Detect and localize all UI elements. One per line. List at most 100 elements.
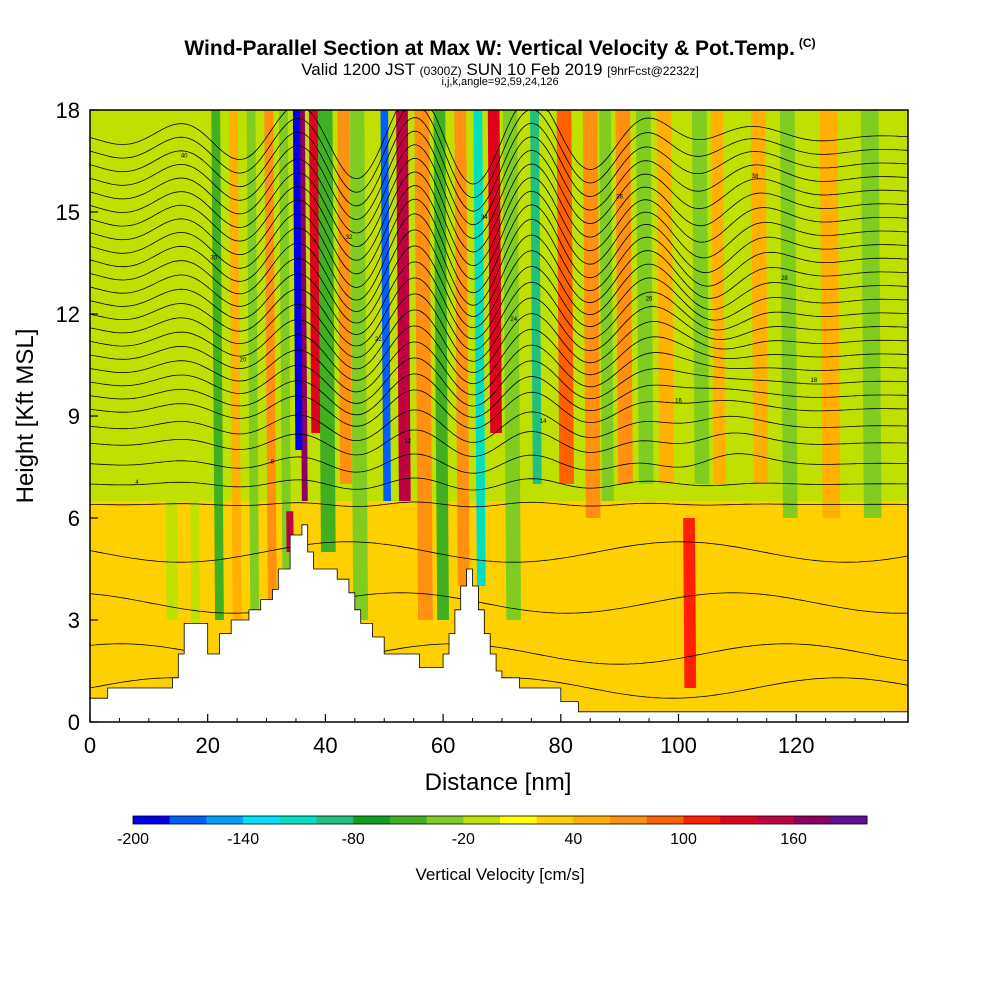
colorbar-tick-label: 100 bbox=[670, 831, 697, 848]
theta-contour-7 bbox=[90, 429, 908, 457]
theta-contour-15 bbox=[90, 293, 908, 362]
colorbar-swatch bbox=[646, 816, 684, 824]
theta-contour-17 bbox=[90, 261, 908, 340]
colorbar-swatch bbox=[536, 816, 574, 824]
theta-contour-21 bbox=[90, 198, 908, 294]
theta-contour-29 bbox=[90, 110, 908, 185]
theta-contour-label: 30 bbox=[210, 256, 217, 262]
x-tick-label: 80 bbox=[549, 733, 573, 758]
colorbar-swatch bbox=[610, 816, 648, 824]
velocity-band-33 bbox=[278, 110, 292, 620]
colorbar-swatch bbox=[243, 816, 281, 824]
colorbar: -200 -140 -80 -20 40 100 160 bbox=[117, 815, 868, 848]
theta-contour-label: 32 bbox=[346, 235, 353, 241]
velocity-band-6 bbox=[380, 110, 392, 501]
colorbar-tick-label: 160 bbox=[780, 831, 807, 848]
theta-contour-22 bbox=[90, 185, 908, 280]
theta-contour-2 bbox=[90, 592, 908, 614]
theta-contour-13 bbox=[90, 325, 908, 385]
colorbar-swatch bbox=[426, 816, 464, 824]
theta-contour-label: 40 bbox=[181, 154, 188, 160]
grid-info: i,j,k,angle=92,59,24,126 bbox=[441, 76, 559, 88]
theta-contour-5 bbox=[90, 477, 908, 491]
velocity-band-29 bbox=[211, 110, 224, 620]
theta-contours: 4 8 12 14 16 18 20 22 24 26 28 30 32 34 36 38 40 bbox=[90, 110, 908, 699]
theta-contour-25 bbox=[90, 144, 908, 239]
forecast-info: [9hrFcst@2232z] bbox=[607, 64, 699, 78]
x-tick-label: 120 bbox=[778, 733, 815, 758]
theta-contour-6 bbox=[90, 453, 908, 474]
chart-subtitle: Valid 1200 JST (0300Z) SUN 10 Feb 2019 [… bbox=[0, 60, 1000, 80]
colorbar-tick-label: -20 bbox=[452, 831, 475, 848]
x-tick-label: 60 bbox=[431, 733, 455, 758]
theta-contour-label: 28 bbox=[781, 276, 788, 282]
theta-contour-24 bbox=[90, 157, 908, 253]
velocity-band-21 bbox=[683, 518, 697, 688]
velocity-band-15 bbox=[556, 110, 575, 484]
theta-contour-11 bbox=[90, 357, 908, 407]
colorbar-swatch bbox=[463, 816, 501, 824]
y-tick-label: 18 bbox=[56, 98, 80, 123]
theta-contour-4 bbox=[90, 501, 908, 508]
copyright-mark: (C) bbox=[798, 36, 816, 50]
theta-contour-8 bbox=[90, 409, 908, 443]
colorbar-swatch bbox=[353, 816, 391, 824]
theta-contour-label: 4 bbox=[135, 480, 139, 486]
colorbar-swatch bbox=[500, 816, 538, 824]
y-tick-label: 0 bbox=[68, 710, 80, 735]
theta-contour-3 bbox=[90, 541, 908, 563]
colorbar-swatch bbox=[316, 816, 354, 824]
velocity-band-25 bbox=[750, 110, 769, 484]
y-tick-label: 6 bbox=[68, 506, 80, 531]
colorbar-frame bbox=[132, 815, 868, 825]
theta-contour-label: 38 bbox=[752, 174, 759, 180]
colorbar-swatch bbox=[683, 816, 721, 824]
velocity-band-18 bbox=[615, 110, 633, 484]
x-tick-label: 20 bbox=[195, 733, 219, 758]
theta-contour-label: 8 bbox=[271, 460, 275, 466]
colorbar-swatch bbox=[720, 816, 758, 824]
velocity-band-36 bbox=[162, 110, 179, 620]
colorbar-tick-label: -140 bbox=[227, 831, 259, 848]
y-tick-label: 3 bbox=[68, 608, 80, 633]
colorbar-swatch bbox=[793, 816, 831, 824]
velocity-band-7 bbox=[396, 110, 411, 501]
terrain-profile bbox=[90, 524, 908, 722]
x-tick-label: 40 bbox=[313, 733, 337, 758]
velocity-band-28 bbox=[860, 110, 882, 518]
y-tick-label: 15 bbox=[56, 200, 80, 225]
theta-contour-label: 24 bbox=[510, 317, 517, 323]
theta-contour-12 bbox=[90, 341, 908, 396]
x-axis-label: Distance [nm] bbox=[425, 769, 572, 796]
theta-contour-26 bbox=[90, 130, 908, 226]
velocity-band-19 bbox=[636, 110, 654, 484]
theta-contour-23 bbox=[90, 171, 908, 267]
colorbar-swatch bbox=[206, 816, 244, 824]
valid-utc: (0300Z) bbox=[419, 64, 462, 78]
theta-contour-label: 18 bbox=[810, 378, 817, 384]
theta-contour-label: 12 bbox=[404, 439, 411, 445]
colorbar-swatch bbox=[573, 816, 611, 824]
y-axis-label: Height [Kft MSL] bbox=[12, 329, 39, 504]
velocity-band-8 bbox=[414, 110, 433, 620]
theta-contour-27 bbox=[90, 117, 908, 212]
velocity-band-23 bbox=[711, 110, 726, 484]
valid-prefix: Valid 1200 JST bbox=[301, 60, 415, 79]
velocity-band-1 bbox=[292, 110, 303, 450]
colorbar-swatch bbox=[133, 816, 171, 824]
theta-contour-label: 14 bbox=[540, 419, 547, 425]
velocity-band-4 bbox=[337, 110, 352, 484]
velocity-band-24 bbox=[727, 110, 745, 484]
theta-contour-19 bbox=[90, 229, 908, 317]
theta-contour-label: 36 bbox=[616, 194, 623, 200]
theta-contour-label: 26 bbox=[646, 296, 653, 302]
velocity-band-5 bbox=[349, 110, 369, 620]
theta-contour-14 bbox=[90, 309, 908, 373]
x-tick-label: 0 bbox=[84, 733, 96, 758]
colorbar-tick-label: -200 bbox=[117, 831, 149, 848]
velocity-band-14 bbox=[530, 110, 542, 484]
velocity-band-27 bbox=[819, 110, 841, 518]
velocity-band-22 bbox=[691, 110, 710, 484]
colorbar-swatch bbox=[756, 816, 795, 824]
